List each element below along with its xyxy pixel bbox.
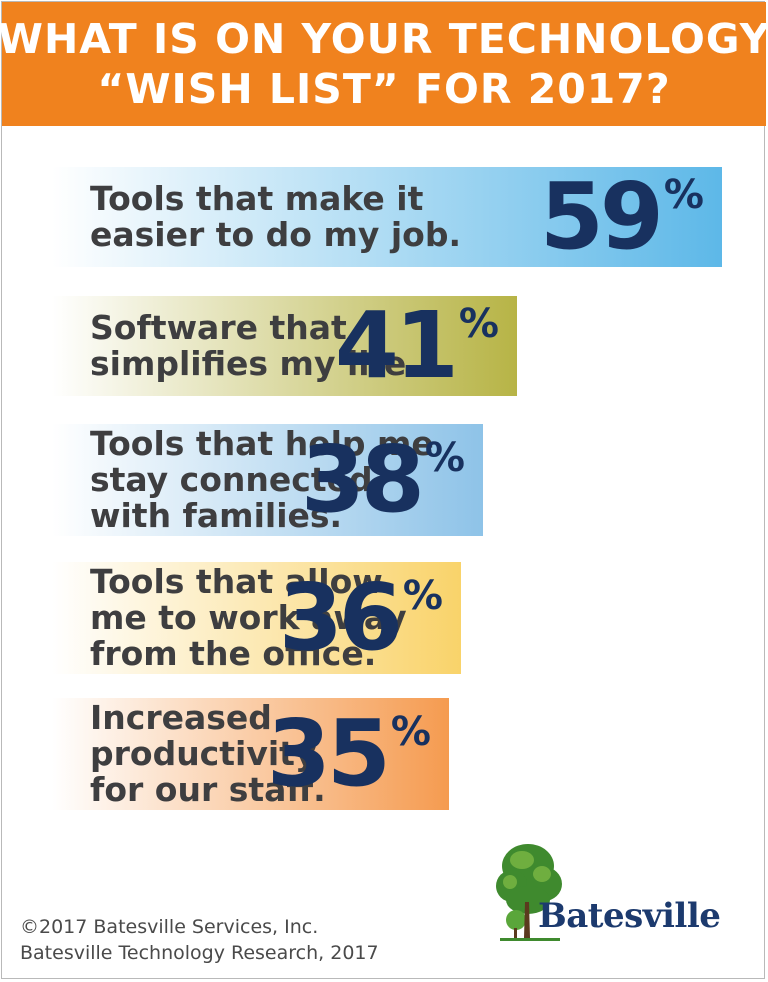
percent-sign-3: %: [424, 435, 465, 481]
bar-label-3: Tools that help me stay connected with f…: [90, 424, 434, 535]
title-line-1: WHAT IS ON YOUR TECHNOLOGY: [0, 15, 768, 63]
bar-label-5: Increased productivity for our staff.: [90, 698, 326, 809]
bar-value-number-1: 59: [539, 163, 664, 270]
bar-4: Tools that allow me to work away from th…: [52, 562, 461, 674]
title-line-2: “WISH LIST” FOR 2017?: [97, 65, 671, 113]
bar-label-4: Tools that allow me to work away from th…: [90, 562, 407, 673]
bar-value-number-2: 41: [334, 292, 459, 399]
bar-value-1: 59%: [540, 167, 704, 267]
bar-label-2: Software that simplifies my life.: [90, 308, 419, 383]
percent-sign-4: %: [402, 573, 443, 619]
bar-label-1: Tools that make it easier to do my job.: [90, 179, 461, 254]
bar-value-4: 36%: [279, 562, 443, 674]
bar-5: Increased productivity for our staff. 35%: [52, 698, 449, 810]
bar-1: Tools that make it easier to do my job. 5…: [52, 167, 722, 267]
percent-sign-2: %: [458, 301, 499, 347]
bar-value-number-5: 35: [266, 700, 391, 807]
percent-sign-1: %: [663, 172, 704, 218]
footer: ©2017 Batesville Services, Inc. Batesvil…: [20, 914, 379, 966]
source-text: Batesville Technology Research, 2017: [20, 942, 379, 964]
bar-value-5: 35%: [267, 698, 431, 810]
batesville-logo-text: Batesville: [538, 896, 721, 936]
title-banner: WHAT IS ON YOUR TECHNOLOGY “WISH LIST” F…: [0, 2, 768, 126]
bar-2: Software that simplifies my life. 41%: [52, 296, 517, 396]
copyright-text: ©2017 Batesville Services, Inc.: [20, 916, 319, 938]
bar-value-3: 38%: [301, 424, 465, 536]
bar-value-2: 41%: [335, 296, 499, 396]
percent-sign-5: %: [390, 709, 431, 755]
tree-icon: [496, 844, 562, 941]
bar-3: Tools that help me stay connected with f…: [52, 424, 483, 536]
bar-value-number-4: 36: [278, 564, 403, 671]
bar-value-number-3: 38: [300, 426, 425, 533]
